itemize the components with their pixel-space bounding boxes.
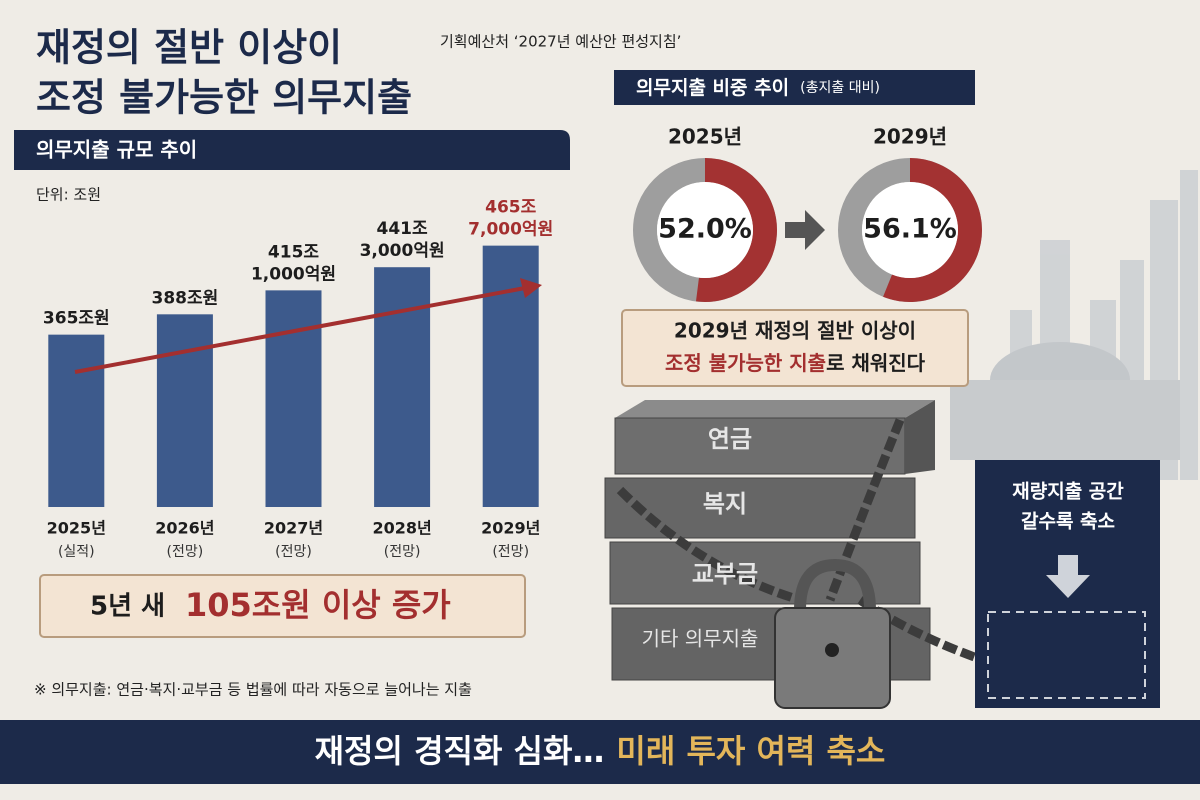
trend-arrow [74, 278, 542, 374]
message-highlight: 조정 불가능한 지출 [665, 351, 826, 375]
bar [156, 314, 213, 507]
bar [48, 334, 105, 507]
value-label: 415조 [268, 242, 319, 262]
donut-charts: 2025년 52.0% 2029년 56.1% [633, 125, 982, 302]
message-line: 2029년 재정의 절반 이상이 [674, 319, 916, 343]
value-label: 465조 [485, 198, 536, 218]
decoration [604, 477, 916, 539]
donut-slice [695, 158, 777, 302]
donut-value-label: 52.0% [658, 214, 752, 245]
panel-title: 의무지출 비중 추이 (총지출 대비) [636, 77, 880, 99]
block-label: 교부금 [692, 560, 758, 588]
donut-title: 2025년 [668, 125, 742, 149]
decoration [774, 607, 891, 709]
decoration [950, 380, 1180, 460]
decoration [74, 286, 526, 374]
decoration [520, 278, 542, 298]
donut-title: 2029년 [873, 125, 947, 149]
title-line: 재정의 절반 이상이 [36, 26, 342, 70]
x-tick-note: (실적) [58, 544, 95, 560]
down-arrow [1046, 555, 1090, 598]
message-rest: 로 채워진다 [826, 351, 926, 375]
decoration [905, 400, 935, 474]
x-tick-note: (전망) [492, 544, 529, 560]
footer-text: 재정의 경직화 심화… 미래 투자 여력 축소 [315, 732, 886, 770]
callout-box [39, 574, 526, 638]
decoration [614, 417, 906, 475]
callout-highlight: 105조원 이상 증가 [185, 586, 451, 624]
value-label: 3,000억원 [360, 241, 445, 261]
panel-title-main: 의무지출 비중 추이 [636, 77, 789, 99]
donut-value-label: 56.1% [863, 214, 957, 245]
value-label: 441조 [377, 219, 428, 239]
decoration [615, 400, 935, 418]
bar [374, 267, 431, 507]
x-tick-note: (전망) [384, 544, 421, 560]
bar [265, 290, 322, 507]
value-label: 388조원 [152, 288, 219, 308]
discretionary-text: 재량지출 공간 [1012, 481, 1124, 503]
footer-banner [0, 720, 1200, 784]
decoration [1180, 170, 1198, 480]
decoration [794, 558, 876, 611]
decoration [825, 643, 839, 657]
x-tick-label: 2026년 [155, 519, 214, 538]
panel-header [14, 130, 570, 170]
x-tick-label: 2029년 [481, 519, 540, 538]
message-line: 조정 불가능한 지출로 채워진다 [665, 351, 926, 375]
panel-header [614, 70, 975, 105]
x-tick-note: (전망) [275, 544, 312, 560]
donut-hole [862, 182, 958, 278]
donut-slice [883, 158, 982, 302]
x-tick-label: 2027년 [264, 519, 323, 538]
transition-arrow [785, 210, 825, 250]
discretionary-text: 갈수록 축소 [1021, 511, 1115, 533]
footnote: ※ 의무지출: 연금·복지·교부금 등 법률에 따라 자동으로 늘어나는 지출 [34, 681, 472, 699]
skyline [950, 170, 1198, 480]
block-label: 연금 [708, 425, 752, 453]
unit-note: 단위: 조원 [36, 186, 101, 204]
x-tick-note: (전망) [167, 544, 204, 560]
block-label: 복지 [703, 490, 747, 518]
footer-highlight: 미래 투자 여력 축소 [616, 732, 885, 770]
panel-title-sub: (총지출 대비) [800, 80, 880, 96]
x-tick-label: 2028년 [372, 519, 431, 538]
x-tick-label: 2025년 [47, 519, 106, 538]
title-line: 조정 불가능한 의무지출 [36, 76, 412, 120]
panel-title: 의무지출 규모 추이 [36, 138, 197, 162]
footer-lead: 재정의 경직화 심화… [315, 732, 605, 770]
value-label: 365조원 [43, 309, 110, 329]
value-label: 1,000억원 [251, 264, 336, 284]
donut-hole [657, 182, 753, 278]
empty-space [987, 611, 1146, 699]
value-label: 7,000억원 [468, 220, 553, 240]
source: 기획예산처 ‘2027년 예산안 편성지침’ [440, 33, 681, 51]
block-label: 기타 의무지출 [642, 627, 759, 651]
message-box [621, 309, 969, 387]
callout-lead: 5년 새 [90, 592, 165, 622]
